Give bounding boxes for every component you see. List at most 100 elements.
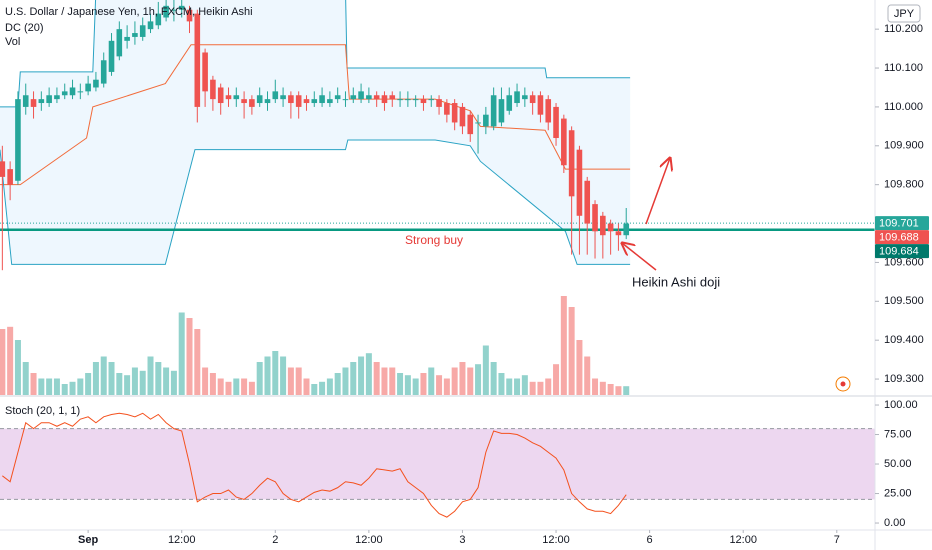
candle-body [264,99,271,104]
y-tick-label: 109.400 [884,334,924,346]
volume-bar [459,362,466,395]
volume-bar [350,362,357,395]
volume-bar [108,362,115,395]
volume-bar [451,367,458,395]
candle-body [553,106,559,139]
dc-middle [0,44,631,186]
arrow [645,158,670,225]
candle-body [607,223,614,232]
x-tick-label: 2 [272,534,278,546]
volume-bar [615,386,622,395]
volume-bar [420,373,427,395]
volume-bar [147,356,154,395]
candle-body [381,95,388,104]
x-tick-label: 12:00 [355,534,383,546]
candle-body [7,169,13,185]
volume-bar [553,364,560,395]
volume-bar [623,386,630,395]
currency-box[interactable] [887,4,921,23]
volume-bar [280,356,287,395]
volume-bar [326,378,333,395]
candle-body [444,103,450,115]
volume-bar [467,367,474,395]
volume-bar [358,356,365,395]
candle-body [615,231,622,236]
volume-bar [61,384,68,395]
volume-bar [514,378,521,395]
candle-body [592,204,598,232]
candle-body [467,114,474,135]
volume-bar [295,367,302,395]
x-tick-label: 3 [459,534,465,546]
volume-bar [475,364,482,395]
price-label-box [875,244,929,259]
candle-body [108,40,115,72]
y-tick-label: 0.00 [884,517,905,529]
candle-body [529,95,536,104]
y-tick-label: 109.800 [884,179,924,191]
candle-body [545,99,552,123]
candle-body [186,9,193,22]
volume-bar [436,375,443,395]
volume-bar [311,384,318,395]
candle-body [366,95,372,100]
volume-bar [389,367,396,395]
annotation: Strong buy [405,233,463,247]
candle-body [405,99,411,101]
candle-body [451,103,458,123]
volume-bar [506,378,513,395]
volume-bar [256,362,263,395]
candle-body [54,95,60,100]
x-tick-label: 6 [647,534,653,546]
indicator-label: Stoch (20, 1, 1) [5,405,80,417]
candle-body [249,99,255,107]
y-tick-label: 100.00 [884,399,918,411]
price-label-box [875,216,929,231]
alert-icon-dot [840,381,846,387]
volume-bar [397,373,404,395]
volume-bar [248,381,255,395]
candle-body [506,95,513,111]
price-label: 109.688 [879,232,919,244]
volume-bar [264,356,271,395]
candle-body [22,95,29,107]
currency[interactable]: JPY [894,8,915,20]
candle-body [420,99,427,104]
volume-bar [170,370,177,395]
candle-body [132,33,138,37]
candle-body [38,99,45,104]
volume-bar [365,353,372,395]
indicator-label: Vol [5,36,20,48]
candle-body [280,95,286,100]
candle-body [241,99,247,104]
volume-bar [209,373,216,395]
candle-body [288,95,294,104]
volume-bar [186,318,193,395]
candle-body [475,122,481,124]
volume-bar [342,367,349,395]
candle-body [61,91,68,96]
volume-bar [428,367,435,395]
volume-bar [568,307,575,395]
volume-bar [381,367,388,395]
chart-title: U.S. Dollar / Japanese Yen, 1h, FXCM, He… [5,6,253,18]
price-pane [0,0,875,395]
y-tick-label: 109.600 [884,256,924,268]
candle-body [334,95,341,100]
volume-bar [599,381,606,395]
dc-lower [0,139,631,265]
volume-bar [69,381,76,395]
candle-body [124,36,130,41]
candle-body [490,95,497,127]
volume-bar [576,340,583,395]
volume-bar [194,329,201,395]
alert-icon[interactable] [835,376,851,392]
y-tick-label: 110.200 [884,23,923,35]
y-tick-label: 110.000 [884,101,923,113]
volume-bar [0,329,6,395]
candle-body [0,161,6,177]
candle-body [327,99,333,104]
candle-body [93,79,99,88]
x-tick-label: 12:00 [168,534,196,546]
candle-body [483,114,489,127]
